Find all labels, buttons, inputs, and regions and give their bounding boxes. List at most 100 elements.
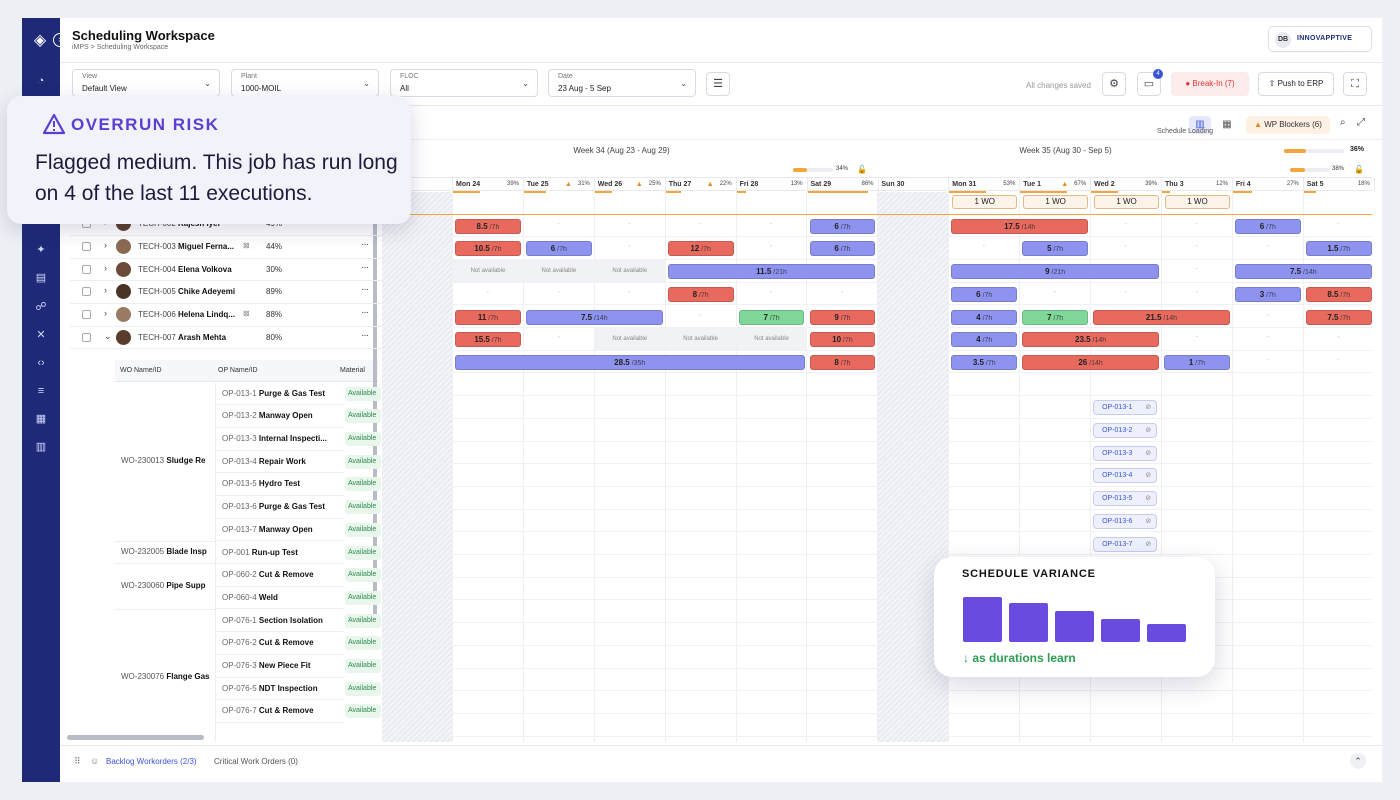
- operation-cell[interactable]: OP-076-5 NDT Inspection: [216, 678, 344, 701]
- unassign-icon[interactable]: ⊘: [1145, 449, 1152, 457]
- unassign-icon[interactable]: ⊘: [1145, 427, 1152, 434]
- unlock-icon[interactable]: 🔓: [857, 165, 867, 174]
- material-column-header[interactable]: Material: [340, 366, 365, 374]
- row-menu-button[interactable]: ···: [361, 239, 369, 251]
- schedule-block[interactable]: 8 /7h: [667, 286, 734, 302]
- schedule-block[interactable]: 8.5 /7h: [455, 218, 521, 234]
- workorder-cell[interactable]: WO-230076 Flange Gas: [115, 609, 216, 742]
- unassign-icon[interactable]: ⊘: [1145, 495, 1152, 503]
- technician-row[interactable]: ⌄ TECH-007 Arash Mehta 80% ···: [70, 327, 383, 350]
- view-select[interactable]: View Default View ⌄: [72, 69, 220, 97]
- schedule-block[interactable]: 1 /7h: [1164, 354, 1230, 370]
- schedule-block[interactable]: 8.5 /7h: [1305, 286, 1372, 302]
- schedule-block[interactable]: 7.5 /7h: [1305, 309, 1372, 325]
- schedule-block[interactable]: 3.5 /7h: [951, 354, 1018, 370]
- wo-count-badge[interactable]: 1 WO: [952, 195, 1018, 209]
- row-checkbox[interactable]: [82, 332, 91, 342]
- row-checkbox[interactable]: [82, 264, 91, 274]
- scheduled-operation-chip[interactable]: OP-013-7 ⊘: [1093, 536, 1158, 552]
- schedule-block[interactable]: 6 /7h: [809, 218, 876, 234]
- dashboard-icon[interactable]: ◔: [37, 75, 45, 87]
- schedule-block[interactable]: 1.5 /7h: [1305, 241, 1372, 257]
- technician-row[interactable]: › TECH-006 Helena Lindq... ⊠ 88% ···: [70, 304, 383, 327]
- wp-blockers-button[interactable]: ▲ WP Blockers (6): [1246, 116, 1330, 134]
- tools-icon[interactable]: ✕: [36, 329, 46, 341]
- expand-row-icon[interactable]: ›: [104, 308, 107, 319]
- table-view-toggle[interactable]: ▦: [1222, 119, 1232, 130]
- operation-cell[interactable]: OP-013-2 Manway Open: [216, 405, 344, 428]
- unassign-icon[interactable]: ⊘: [1145, 472, 1152, 480]
- wo-column-header[interactable]: WO Name/ID: [120, 366, 162, 374]
- wo-count-badge[interactable]: 1 WO: [1023, 195, 1089, 209]
- operation-cell[interactable]: OP-001 Run-up Test: [216, 542, 344, 565]
- expand-row-icon[interactable]: ›: [104, 285, 107, 296]
- vertical-scrollbar[interactable]: [373, 192, 377, 617]
- workorder-cell[interactable]: WO-230013 Sludge Re: [115, 382, 216, 542]
- wo-count-badge[interactable]: 1 WO: [1165, 195, 1230, 209]
- schedule-block[interactable]: 11.5 /21h: [667, 264, 876, 280]
- operation-cell[interactable]: OP-060-4 Weld: [216, 587, 344, 610]
- building-icon[interactable]: ▥: [35, 441, 47, 453]
- schedule-block[interactable]: 7.5 /14h: [1234, 264, 1372, 280]
- operation-cell[interactable]: OP-076-2 Cut & Remove: [216, 632, 344, 655]
- schedule-block[interactable]: 9 /21h: [951, 264, 1159, 280]
- critical-workorders-tab[interactable]: Critical Work Orders (0): [214, 757, 298, 766]
- operation-cell[interactable]: OP-076-1 Section Isolation: [216, 610, 344, 633]
- row-menu-button[interactable]: ···: [361, 284, 369, 296]
- schedule-block[interactable]: 12 /7h: [667, 241, 734, 257]
- expand-row-icon[interactable]: ›: [104, 240, 107, 251]
- schedule-block[interactable]: 28.5 /35h: [455, 354, 805, 370]
- break-in-button[interactable]: ● Break-In (7): [1171, 72, 1249, 96]
- settings-button[interactable]: ⚙: [1102, 72, 1126, 96]
- scheduled-operation-chip[interactable]: OP-013-5 ⊘: [1093, 491, 1158, 507]
- schedule-block[interactable]: 10.5 /7h: [455, 241, 521, 257]
- scheduled-operation-chip[interactable]: OP-013-6 ⊘: [1093, 513, 1158, 529]
- fullscreen-button[interactable]: ⛶: [1343, 72, 1367, 96]
- schedule-block[interactable]: 15.5 /7h: [455, 332, 521, 348]
- unassign-icon[interactable]: ⊘: [1145, 517, 1152, 525]
- workorder-cell[interactable]: WO-232005 Blade Insp: [115, 541, 216, 565]
- schedule-block[interactable]: 6 /7h: [951, 286, 1018, 302]
- operation-cell[interactable]: OP-013-6 Purge & Gas Test: [216, 496, 344, 519]
- document-icon[interactable]: ▤: [35, 272, 47, 284]
- schedule-block[interactable]: 6 /7h: [525, 241, 592, 257]
- operation-cell[interactable]: OP-013-1 Purge & Gas Test: [216, 383, 344, 406]
- expand-row-icon[interactable]: ›: [104, 262, 107, 273]
- schedule-block[interactable]: 6 /7h: [809, 241, 876, 257]
- calendar-icon[interactable]: ▦: [35, 413, 47, 425]
- schedule-block[interactable]: 7.5 /14h: [525, 309, 663, 325]
- unlock-icon[interactable]: 🔓: [1354, 165, 1364, 174]
- push-to-erp-button[interactable]: ⇧ Push to ERP: [1258, 72, 1334, 96]
- scheduled-operation-chip[interactable]: OP-013-2 ⊘: [1093, 423, 1158, 438]
- horizontal-scrollbar[interactable]: [67, 735, 204, 740]
- schedule-block[interactable]: 4 /7h: [951, 332, 1018, 348]
- unassign-icon[interactable]: ⊘: [1145, 404, 1152, 412]
- schedule-block[interactable]: 23.5 /14h: [1022, 332, 1159, 348]
- schedule-block[interactable]: 8 /7h: [809, 354, 876, 370]
- breadcrumb[interactable]: iMPS > Scheduling Workspace: [72, 44, 169, 51]
- operation-cell[interactable]: OP-013-3 Internal Inspecti...: [216, 428, 344, 451]
- schedule-block[interactable]: 11 /7h: [455, 309, 521, 325]
- unassign-icon[interactable]: ⊘: [1145, 540, 1152, 548]
- schedule-block[interactable]: 6 /7h: [1234, 218, 1301, 234]
- row-menu-button[interactable]: ···: [361, 329, 369, 341]
- technician-row[interactable]: › TECH-005 Chike Adeyemi 89% ···: [70, 281, 383, 304]
- code-icon[interactable]: ‹›: [37, 357, 45, 369]
- operation-cell[interactable]: OP-013-7 Manway Open: [216, 519, 344, 542]
- date-select[interactable]: Date 23 Aug - 5 Sep ⌄: [548, 69, 696, 97]
- expand-row-icon[interactable]: ⌄: [104, 330, 112, 341]
- op-column-header[interactable]: OP Name/ID: [218, 366, 258, 374]
- operation-cell[interactable]: OP-013-5 Hydro Test: [216, 473, 344, 496]
- schedule-block[interactable]: 3 /7h: [1234, 286, 1301, 302]
- gantt-view-toggle[interactable]: ▥: [1189, 116, 1211, 134]
- schedule-block[interactable]: 21.5 /14h: [1093, 309, 1230, 325]
- schedule-block[interactable]: 26 /14h: [1022, 354, 1159, 370]
- expand-icon[interactable]: ⤢: [1357, 117, 1365, 128]
- operation-cell[interactable]: OP-013-4 Repair Work: [216, 451, 344, 474]
- schedule-block[interactable]: 17.5 /14h: [951, 218, 1089, 234]
- search-icon[interactable]: ⌕: [1340, 117, 1346, 128]
- sliders-icon[interactable]: ≡: [37, 385, 45, 397]
- operation-cell[interactable]: OP-076-3 New Piece Fit: [216, 655, 344, 678]
- row-menu-button[interactable]: ···: [361, 307, 369, 319]
- scheduled-operation-chip[interactable]: OP-013-3 ⊘: [1093, 445, 1158, 461]
